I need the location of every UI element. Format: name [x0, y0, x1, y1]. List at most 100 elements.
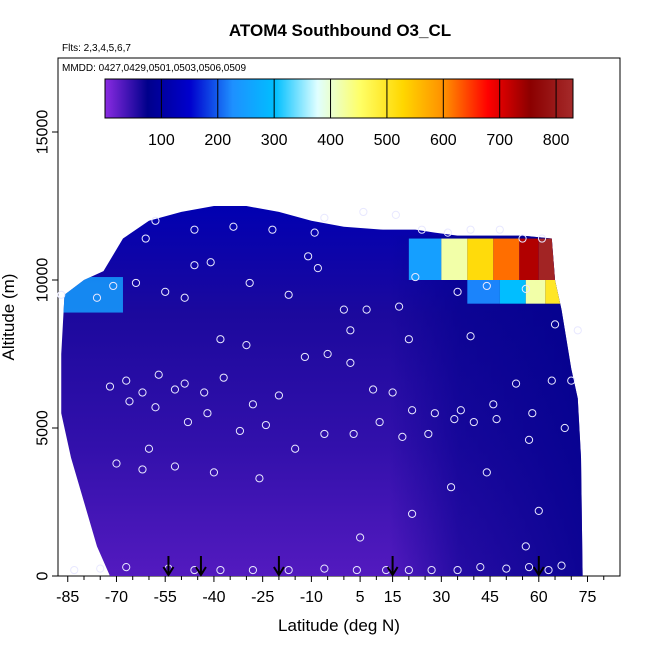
observation-point — [547, 376, 556, 385]
x-tick-label: -10 — [300, 589, 323, 606]
observation-point — [138, 465, 147, 474]
colorbar-tick-label: 800 — [543, 132, 570, 149]
y-tick-label: 5000 — [35, 410, 52, 446]
observation-point — [524, 563, 534, 572]
observation-point — [284, 565, 293, 575]
field-strat-band — [499, 280, 526, 304]
observation-point — [427, 565, 436, 575]
field-strat-band — [545, 280, 565, 304]
observation-point — [453, 287, 462, 296]
observation-point — [112, 459, 121, 468]
observation-point — [180, 379, 189, 388]
observation-point — [209, 468, 219, 477]
flight-markers — [162, 556, 545, 577]
observation-point — [521, 542, 530, 551]
observation-point — [339, 305, 348, 314]
ozone-field — [61, 206, 583, 576]
observation-point — [557, 561, 566, 570]
observation-point — [407, 406, 417, 415]
x-tick-label: 15 — [384, 589, 402, 606]
x-tick-label: 60 — [530, 589, 548, 606]
observation-point — [518, 234, 527, 243]
observation-point — [190, 261, 199, 270]
observation-point — [183, 417, 193, 427]
observation-point — [369, 385, 378, 394]
observation-point — [398, 432, 407, 441]
x-tick-label: 5 — [356, 589, 365, 606]
observation-point — [521, 284, 530, 293]
y-axis: 0 5000 10000 15000 — [35, 110, 58, 580]
observation-point — [492, 415, 501, 424]
observation-point — [362, 305, 371, 314]
observation-point — [534, 506, 543, 515]
observation-point — [411, 272, 420, 282]
flight-marker-arrow — [273, 556, 285, 577]
observation-point — [466, 332, 475, 341]
observation-point — [304, 252, 313, 261]
colorbar-tick-label: 400 — [317, 132, 344, 149]
colorbar: 100 200 300 400 500 600 700 800 — [104, 78, 574, 149]
x-tick-label: -55 — [154, 589, 177, 606]
observation-point — [482, 468, 491, 477]
observation-point — [320, 564, 329, 573]
observation-point — [291, 444, 300, 453]
flight-marker-arrow — [195, 556, 207, 577]
observation-point — [524, 435, 534, 444]
observation-points — [57, 207, 582, 575]
observation-point — [105, 382, 115, 391]
observation-point — [560, 423, 569, 433]
field-strat-band — [519, 238, 539, 280]
field-strat-band — [525, 280, 546, 304]
x-tick-label: -40 — [202, 589, 225, 606]
observation-point — [216, 565, 225, 575]
observation-point — [284, 290, 293, 299]
observation-point — [320, 213, 329, 222]
colorbar-tick-label: 600 — [430, 132, 457, 149]
x-tick-label: 45 — [481, 589, 499, 606]
observation-point — [170, 462, 180, 471]
observation-point — [268, 225, 277, 234]
field-strat-band — [493, 238, 520, 280]
observation-point — [203, 409, 212, 418]
observation-point — [352, 565, 361, 575]
observation-point — [495, 225, 504, 234]
observation-point — [125, 397, 134, 406]
observation-point — [544, 565, 553, 575]
observation-point — [391, 210, 400, 219]
observation-point — [154, 370, 163, 379]
observation-point — [482, 281, 491, 291]
observation-point — [407, 509, 417, 518]
observation-point — [206, 258, 215, 267]
observation-point — [489, 400, 498, 409]
observation-point — [359, 207, 368, 217]
observation-point — [346, 326, 355, 335]
observation-point — [466, 225, 475, 234]
observation-point — [453, 565, 462, 575]
flight-marker-arrow — [162, 556, 175, 577]
colorbar-tick-label: 700 — [486, 132, 513, 149]
observation-point — [131, 278, 141, 288]
x-tick-label: 30 — [432, 589, 450, 606]
observation-point — [274, 391, 284, 400]
field-strat-band — [441, 238, 468, 280]
y-tick-label: 0 — [35, 571, 52, 580]
observation-point — [144, 444, 154, 453]
observation-point — [456, 406, 465, 415]
observation-point — [219, 373, 228, 382]
colorbar-tick-label: 500 — [374, 132, 401, 149]
observation-point — [248, 400, 258, 409]
field-strat-band — [467, 280, 500, 304]
x-tick-label: -85 — [56, 589, 79, 606]
colorbar-tick-label: 100 — [148, 132, 175, 149]
observation-point — [430, 409, 439, 418]
y-tick-label: 15000 — [35, 110, 52, 155]
observation-point — [388, 388, 397, 397]
observation-point — [261, 420, 271, 430]
observation-point — [502, 564, 511, 573]
colorbar-gradient — [104, 78, 574, 119]
flights-subtitle: Flts: 2,3,4,5,6,7 — [62, 43, 131, 54]
observation-point — [450, 415, 459, 424]
observation-point — [170, 385, 180, 394]
observation-point — [141, 234, 150, 243]
